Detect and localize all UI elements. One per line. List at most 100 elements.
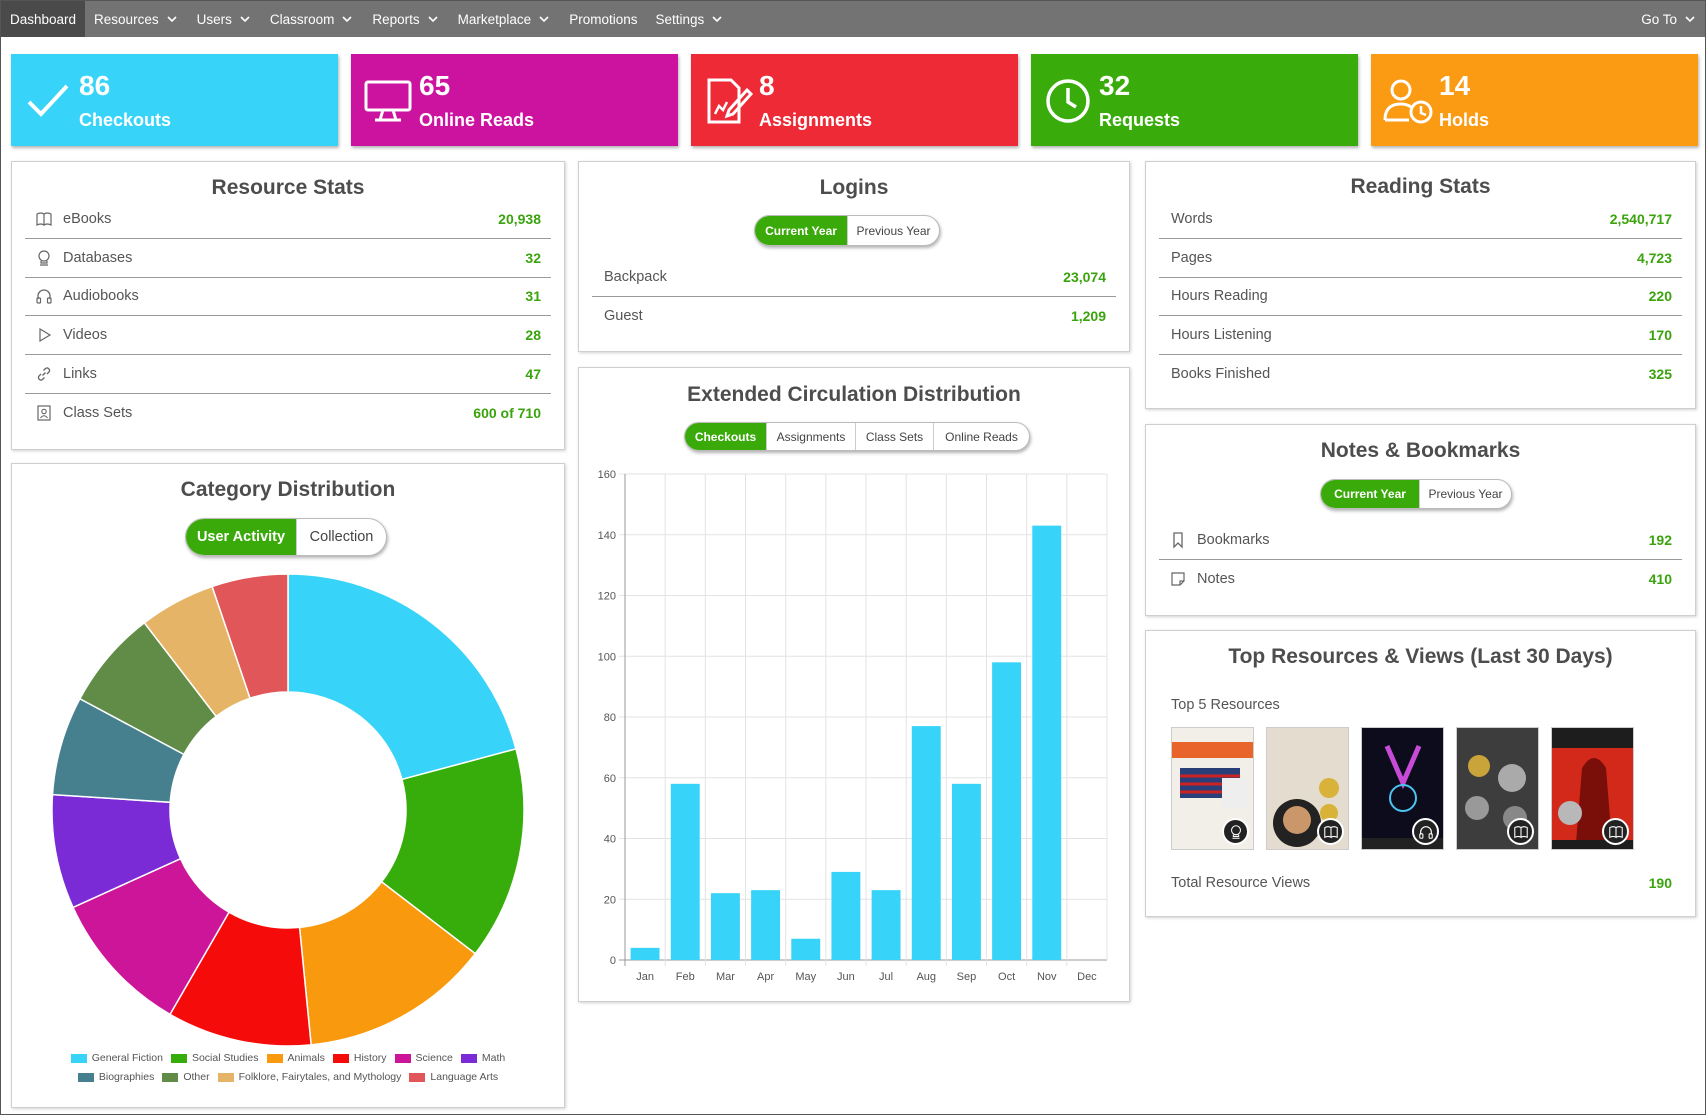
stat-tile-checkouts[interactable]: 86 Checkouts: [11, 54, 338, 146]
top-resources-title: Top Resources & Views (Last 30 Days): [1228, 645, 1613, 668]
bar-oct[interactable]: [992, 662, 1022, 960]
goto-menu[interactable]: Go To: [1632, 1, 1705, 37]
resource-cover[interactable]: [1551, 727, 1634, 850]
x-tick-label: Jan: [636, 971, 654, 983]
resource-cover[interactable]: [1361, 727, 1444, 850]
bar-jan[interactable]: [630, 947, 660, 960]
resource-cover[interactable]: [1171, 727, 1254, 850]
row-label: Hours Reading: [1171, 288, 1268, 305]
tile-label: Checkouts: [79, 110, 172, 130]
x-tick-label: Apr: [757, 971, 774, 983]
row-value: 2,540,717: [1609, 211, 1672, 227]
tile-value: 8: [759, 70, 775, 101]
legend-item[interactable]: Biographies: [77, 1068, 155, 1087]
legend-item[interactable]: Animals: [266, 1049, 325, 1068]
donut-slice-general-fiction[interactable]: [287, 573, 517, 781]
nav-users[interactable]: Users: [188, 1, 261, 37]
stat-tile-requests[interactable]: 32 Requests: [1031, 54, 1358, 146]
row-label: Books Finished: [1171, 366, 1271, 383]
cover-art: [1273, 778, 1339, 847]
legend-item[interactable]: Other: [162, 1068, 210, 1087]
tile-label: Online Reads: [419, 110, 535, 130]
legend-label: Other: [183, 1071, 210, 1083]
chevron-down-icon: [167, 16, 177, 23]
nav-promotions[interactable]: Promotions: [560, 1, 646, 37]
stat-tile-assignments[interactable]: 8 Assignments: [691, 54, 1018, 146]
bar-aug[interactable]: [911, 726, 941, 960]
legend-label: History: [353, 1052, 387, 1064]
donut-slice-social-studies[interactable]: [380, 748, 525, 955]
legend-item[interactable]: Language Arts: [409, 1068, 498, 1087]
cover-art: [1552, 728, 1633, 849]
resource-cover[interactable]: [1266, 727, 1349, 850]
stat-row-books-finished: Books Finished 325: [1159, 355, 1682, 394]
reading-stats-panel: Reading Stats Words 2,540,717 Pages 4,723 Ho…: [1145, 161, 1696, 409]
row-value: 20,938: [498, 211, 541, 227]
total-views-label: Total Resource Views: [1171, 874, 1311, 891]
tile-label: Holds: [1439, 110, 1490, 130]
x-tick-label: Mar: [716, 971, 735, 983]
toggle-online-reads[interactable]: Online Reads: [933, 423, 1029, 450]
stat-tile-online-reads[interactable]: 65 Online Reads: [351, 54, 678, 146]
cover-art: [1362, 745, 1443, 849]
bar-sep[interactable]: [951, 783, 981, 960]
toggle-collection[interactable]: Collection: [296, 519, 386, 555]
legend-item[interactable]: Social Studies: [170, 1049, 259, 1068]
donut-slice-language-arts[interactable]: [211, 573, 289, 700]
tile-label: Requests: [1099, 110, 1181, 130]
legend-item[interactable]: History: [332, 1049, 387, 1068]
x-tick-label: Sep: [957, 971, 977, 983]
play-icon: [39, 328, 52, 343]
toggle-class-sets[interactable]: Class Sets: [855, 423, 933, 450]
notes-bookmarks-title: Notes & Bookmarks: [1320, 439, 1521, 462]
nav-marketplace[interactable]: Marketplace: [449, 1, 561, 37]
bar-feb[interactable]: [670, 783, 700, 960]
bar-jun[interactable]: [831, 871, 861, 960]
nav-label: Reports: [372, 11, 420, 27]
nav-settings[interactable]: Settings: [646, 1, 733, 37]
row-label: Links: [63, 365, 97, 382]
clock-icon: [1046, 79, 1090, 123]
toggle-previous-year[interactable]: Previous Year: [1419, 480, 1511, 508]
toggle-user-activity[interactable]: User Activity: [186, 519, 296, 555]
legend-item[interactable]: Science: [394, 1049, 453, 1068]
notes-bookmarks-panel: Notes & Bookmarks Current Year Previous Y…: [1145, 424, 1696, 616]
resource-cover[interactable]: [1456, 727, 1539, 850]
toggle-checkouts[interactable]: Checkouts: [685, 423, 766, 450]
legend-item[interactable]: Math: [460, 1049, 505, 1068]
legend-swatch: [266, 1054, 283, 1063]
extended-circulation-title: Extended Circulation Distribution: [687, 383, 1021, 406]
stat-row-backpack: Backpack 23,074: [592, 258, 1116, 297]
bar-may[interactable]: [791, 938, 821, 960]
tile-label: Assignments: [759, 110, 873, 130]
nav-resources[interactable]: Resources: [85, 1, 188, 37]
row-label: Backpack: [604, 269, 667, 285]
toggle-current-year[interactable]: Current Year: [1321, 480, 1419, 508]
stat-row-audiobooks: Audiobooks 31: [25, 277, 551, 317]
toggle-assignments[interactable]: Assignments: [766, 423, 855, 450]
y-tick-label: 100: [598, 651, 616, 663]
resource-stats-title: Resource Stats: [211, 176, 365, 199]
resource-type-badge: [1317, 818, 1344, 845]
nav-items: Dashboard Resources Users Classroom Reports M…: [1, 1, 733, 37]
bar-jul[interactable]: [871, 890, 901, 960]
row-value: 192: [1648, 532, 1672, 548]
bar-mar[interactable]: [710, 893, 740, 960]
goto-label: Go To: [1641, 11, 1677, 27]
bar-apr[interactable]: [751, 890, 781, 960]
bar-nov[interactable]: [1032, 525, 1062, 960]
donut-slice-animals[interactable]: [298, 880, 477, 1046]
row-value: 28: [525, 327, 541, 344]
nav-dashboard[interactable]: Dashboard: [1, 1, 86, 37]
legend-item[interactable]: Folklore, Fairytales, and Mythology: [217, 1068, 401, 1087]
toggle-current-year[interactable]: Current Year: [755, 216, 847, 245]
legend-item[interactable]: General Fiction: [70, 1049, 163, 1068]
nav-classroom[interactable]: Classroom: [261, 1, 364, 37]
logins-title: Logins: [819, 176, 889, 199]
legend-label: Biographies: [98, 1071, 155, 1083]
nav-reports[interactable]: Reports: [363, 1, 448, 37]
toggle-previous-year[interactable]: Previous Year: [847, 216, 939, 245]
nav-label: Resources: [94, 11, 159, 27]
stat-tile-holds[interactable]: 14 Holds: [1371, 54, 1698, 146]
y-tick-label: 140: [598, 530, 616, 542]
